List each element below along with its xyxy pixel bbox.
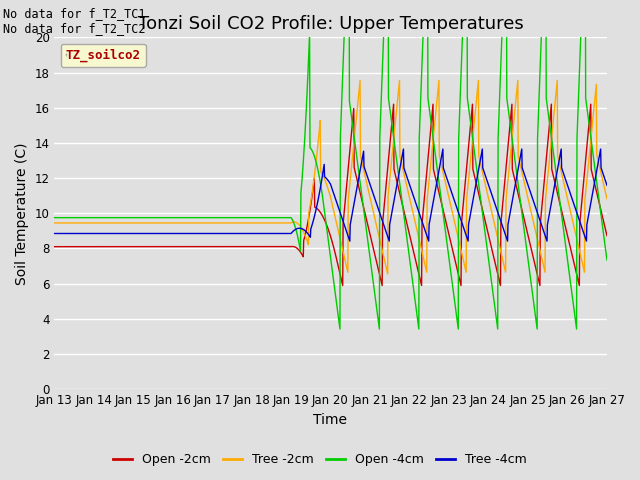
Text: No data for f_T2_TC1
No data for f_T2_TC2: No data for f_T2_TC1 No data for f_T2_TC…: [3, 7, 146, 35]
Title: Tonzi Soil CO2 Profile: Upper Temperatures: Tonzi Soil CO2 Profile: Upper Temperatur…: [138, 15, 524, 33]
Legend: Open -2cm, Tree -2cm, Open -4cm, Tree -4cm: Open -2cm, Tree -2cm, Open -4cm, Tree -4…: [108, 448, 532, 471]
Legend: TZ_soilco2: TZ_soilco2: [61, 44, 146, 67]
X-axis label: Time: Time: [314, 413, 348, 427]
Y-axis label: Soil Temperature (C): Soil Temperature (C): [15, 142, 29, 285]
